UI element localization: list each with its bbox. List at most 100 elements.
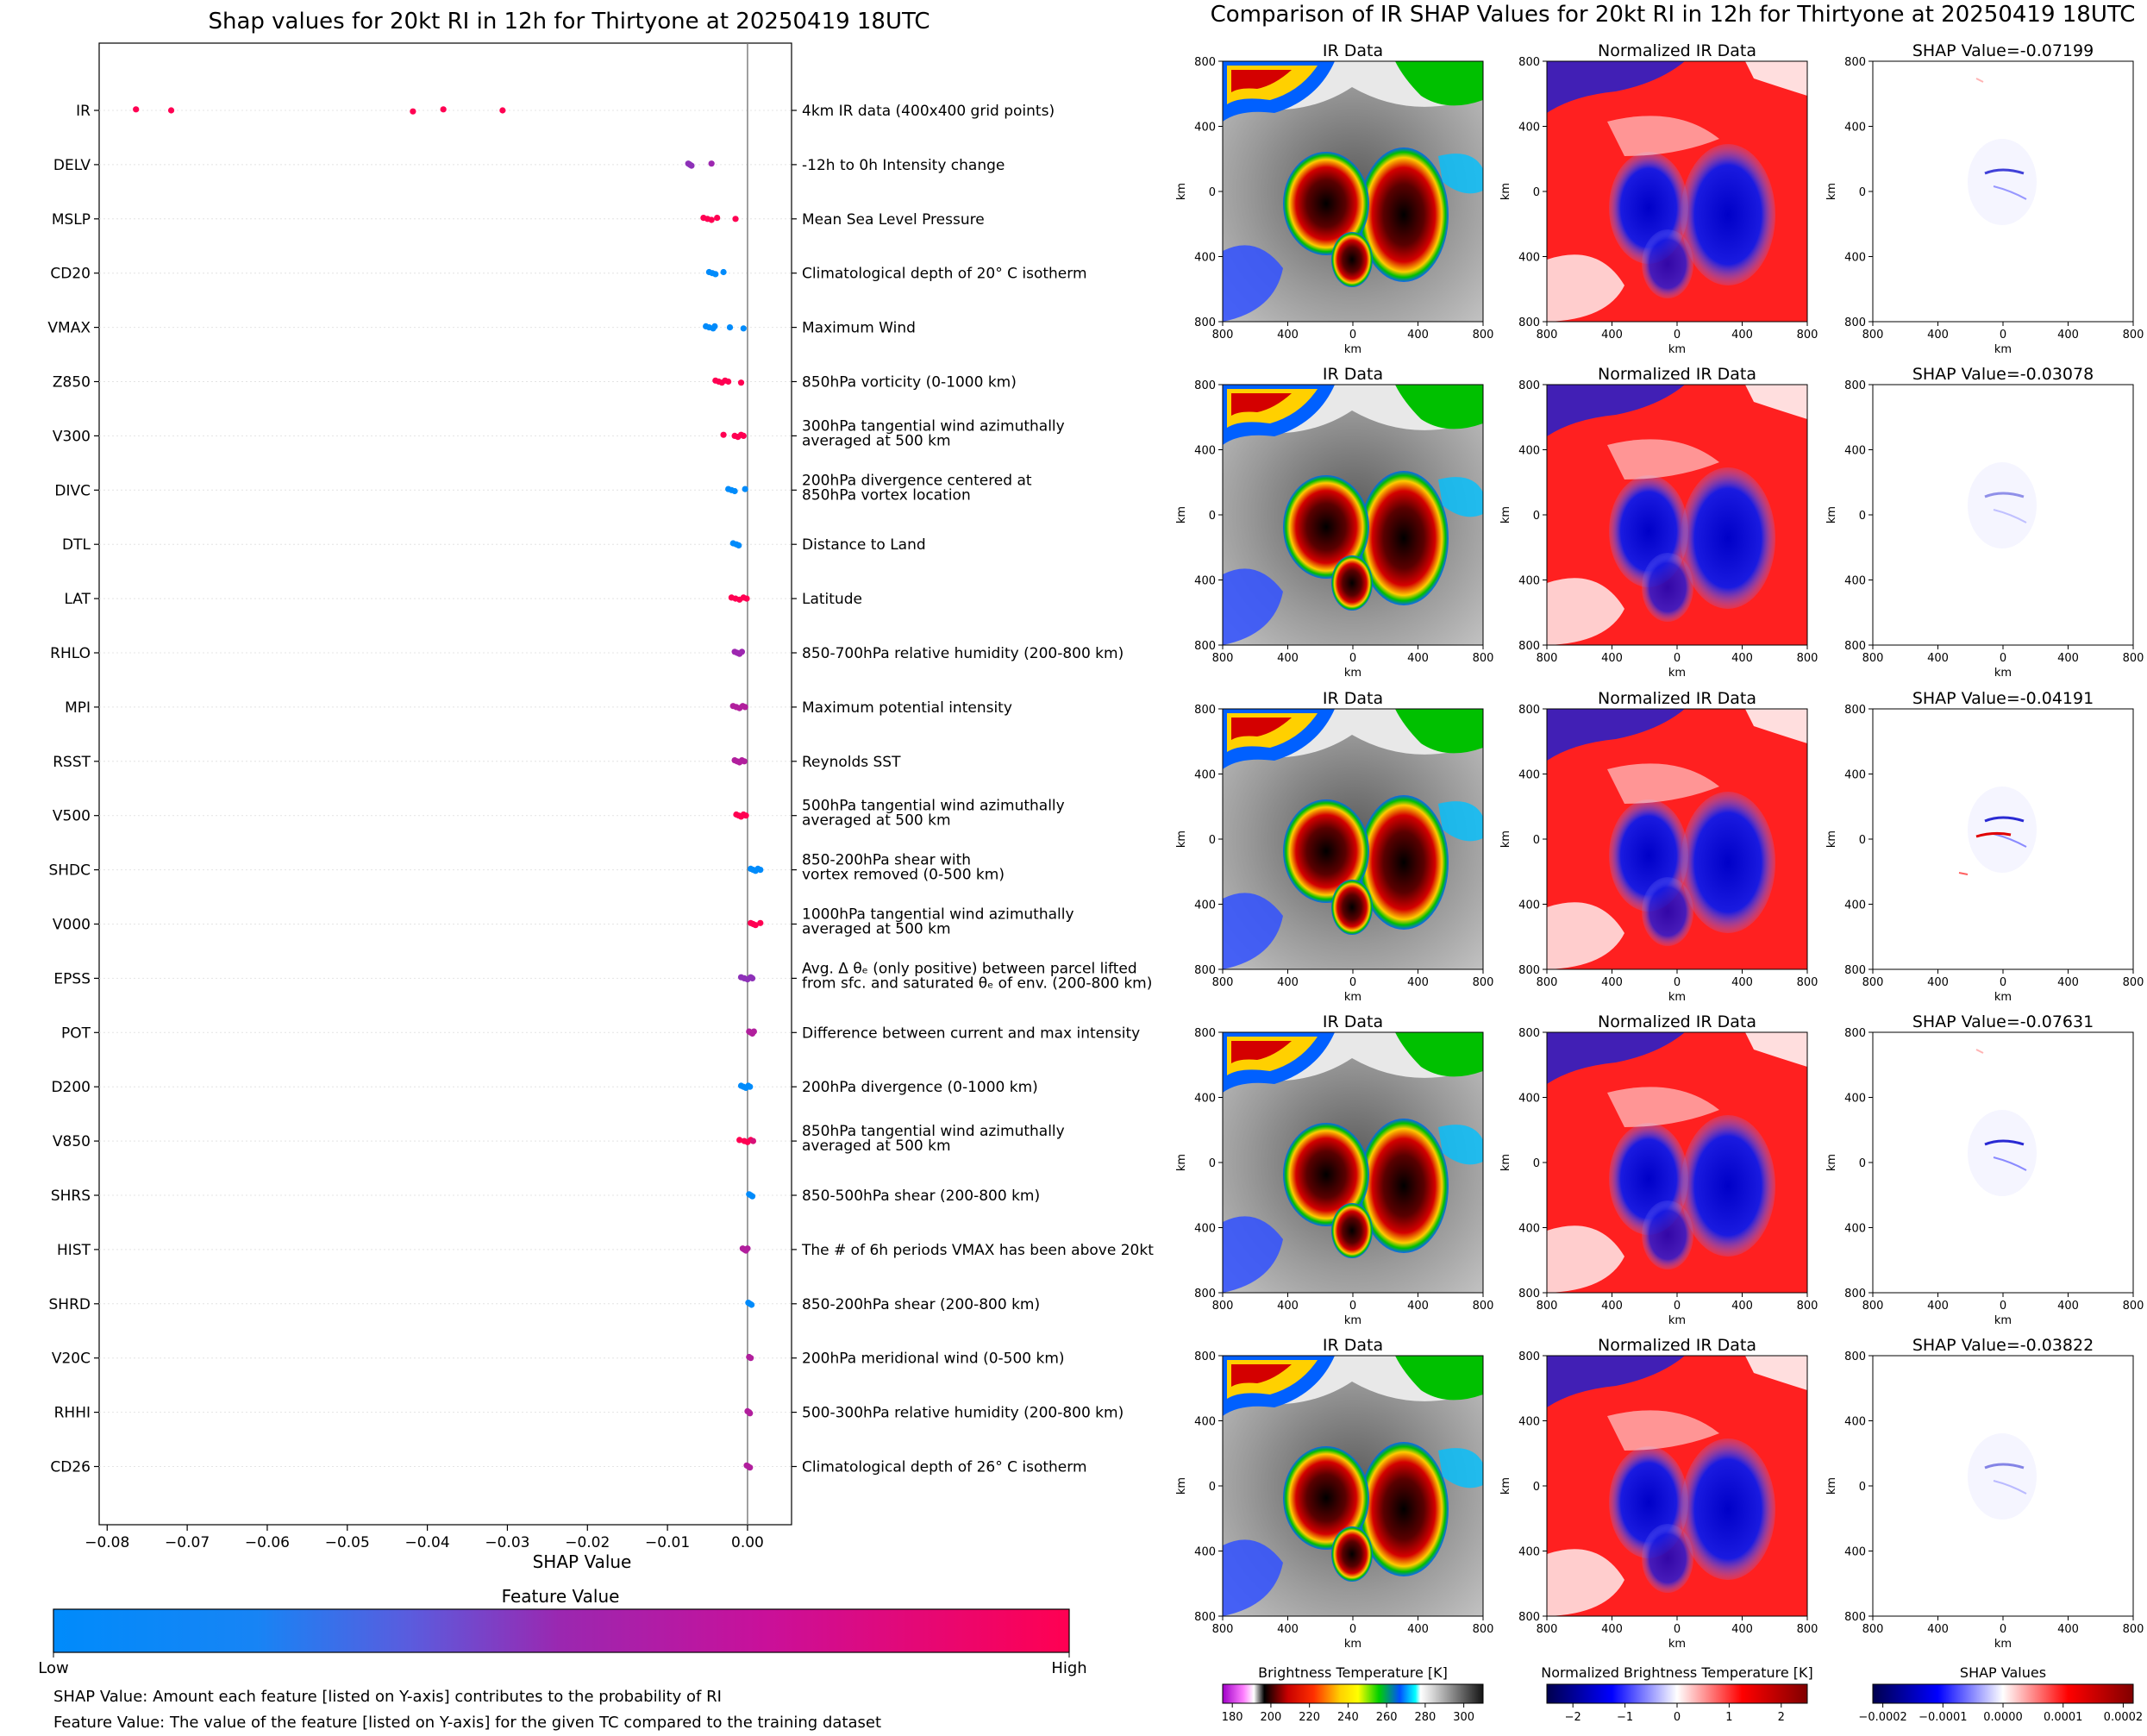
y-tick-label: 800 [1194,1351,1216,1363]
y-tick-label: 800 [1194,1288,1216,1300]
colorbar-tick-label: 280 [1414,1711,1436,1724]
colorbar-gradient [1872,1683,2134,1704]
norm-cloud-sw [1547,902,1624,969]
colorbar-tick-label: 1 [1725,1711,1732,1724]
x-tick-label: 0 [1674,1623,1681,1636]
y-tick-label-rhhi: RHHI [54,1405,91,1422]
y-tick-label-ir: IR [76,103,91,120]
ir-data-panel [1223,1356,1483,1616]
x-tick-label: 400 [1277,976,1299,989]
colorbar-tick-label: 0.0000 [1983,1711,2023,1724]
colorbar-gradient [1546,1683,1808,1704]
shap-panel [1873,709,2133,969]
x-tick-label: 800 [2123,1300,2144,1313]
y-tick-label-v20c: V20C [52,1351,91,1368]
feature-description: 850-200hPa shear with [802,852,971,869]
x-tick-label: 0 [1349,329,1356,342]
panel-image [1547,709,1807,969]
x-tick-label: 800 [1212,329,1234,342]
y-tick-label-z850: Z850 [53,374,91,392]
norm-core-south [1642,229,1693,298]
point-rhhi [747,1410,754,1417]
x-tick-label: 800 [2123,652,2144,665]
x-tick-label: 400 [1731,1623,1753,1636]
feature-description: Maximum potential intensity [802,699,1012,717]
y-axis-label: km [1175,1477,1188,1495]
y-tick-label: 400 [1194,769,1216,782]
x-tick-label: 0 [1674,329,1681,342]
norm-warm-ne [1745,61,1807,96]
y-tick-label-vmax: VMAX [47,320,91,337]
y-tick-label: 800 [1194,964,1216,977]
y-tick-label: 0 [1209,1157,1216,1170]
panel-title: IR Data [1323,1012,1383,1031]
x-tick-label: 800 [1537,1623,1558,1636]
y-tick-label: 0 [1859,510,1866,523]
point-delv [708,160,715,167]
x-tick-label: 400 [1731,652,1753,665]
ir-cold-top-nw-inner [1231,1041,1292,1063]
x-tick-label: 800 [1212,1300,1234,1313]
point-shdc [757,867,764,874]
shap-blue-halo [1968,1433,2037,1520]
norm-core-east [1681,792,1775,933]
x-axis-label: km [1668,991,1686,1004]
x-tick-label: 800 [1212,1623,1234,1636]
colorbar-tick-label: −1 [1617,1711,1633,1724]
shap-background [1873,1356,2133,1616]
ir-core-west [1283,1446,1369,1550]
feature-description: 850-500hPa shear (200-800 km) [802,1188,1040,1205]
colorbar-tick-label: 220 [1299,1711,1320,1724]
x-tick-label: 400 [1731,1300,1753,1313]
norm-cloud-sw [1547,1549,1624,1616]
colorbar-title: Feature Value [502,1586,620,1607]
y-tick-label: 400 [1194,445,1216,458]
shap-red-feature [1975,78,1984,83]
panel-title: Normalized IR Data [1598,1012,1756,1031]
norm-cloud-sw [1547,578,1624,645]
shap-panel [1873,385,2133,645]
x-tick-label: −0.05 [325,1534,370,1551]
ir-data-panel [1223,385,1483,645]
x-tick-label: 400 [2057,976,2079,989]
x-tick-label: 800 [1473,652,1494,665]
point-v000 [757,919,764,926]
shap-blue-halo [1968,462,2037,548]
norm-streak [1607,1087,1719,1127]
y-axis-label: km [1499,830,1512,848]
x-tick-label: 400 [2057,329,2079,342]
feature-description: Climatological depth of 20° C isotherm [802,266,1087,283]
y-tick-label: 800 [1844,1288,1866,1300]
x-tick-label: 0 [1349,1623,1356,1636]
point-v850 [736,1137,743,1144]
point-cd20 [712,271,719,278]
feature-description: The # of 6h periods VMAX has been above … [801,1242,1154,1259]
x-axis-label: km [1994,667,2012,680]
left-chart-title: Shap values for 20kt RI in 12h for Thirt… [208,9,930,34]
y-axis-label: km [1175,1154,1188,1171]
y-tick-label-shrs: SHRS [51,1188,91,1205]
shap-red-feature [1975,1049,1984,1054]
ir-core-west [1283,1123,1369,1226]
feature-description: Distance to Land [802,536,926,554]
point-cd26 [747,1464,754,1471]
feature-description: Maximum Wind [802,320,916,337]
y-tick-label-epss: EPSS [53,970,91,987]
feature-description: Latitude [802,591,862,608]
y-axis-label: km [1825,1477,1838,1495]
y-tick-label: 400 [1194,252,1216,265]
y-tick-label: 0 [1859,186,1866,199]
feature-description: 850-200hPa shear (200-800 km) [802,1296,1040,1313]
ir-data-panel [1223,1032,1483,1293]
x-axis-label: km [1668,343,1686,356]
colorbar-title: Brightness Temperature [K] [1258,1664,1448,1681]
x-tick-label: 0 [1349,976,1356,989]
ir-cloud-e [1438,1448,1483,1488]
norm-core-south [1642,1200,1693,1269]
ir-cloud-sw [1223,1539,1283,1616]
panel-image [1223,1032,1483,1293]
y-axis-label: km [1499,506,1512,523]
colorbar-gradient [1222,1683,1484,1704]
feature-description: 300hPa tangential wind azimuthally [802,417,1065,435]
x-tick-label: 400 [1927,1623,1949,1636]
